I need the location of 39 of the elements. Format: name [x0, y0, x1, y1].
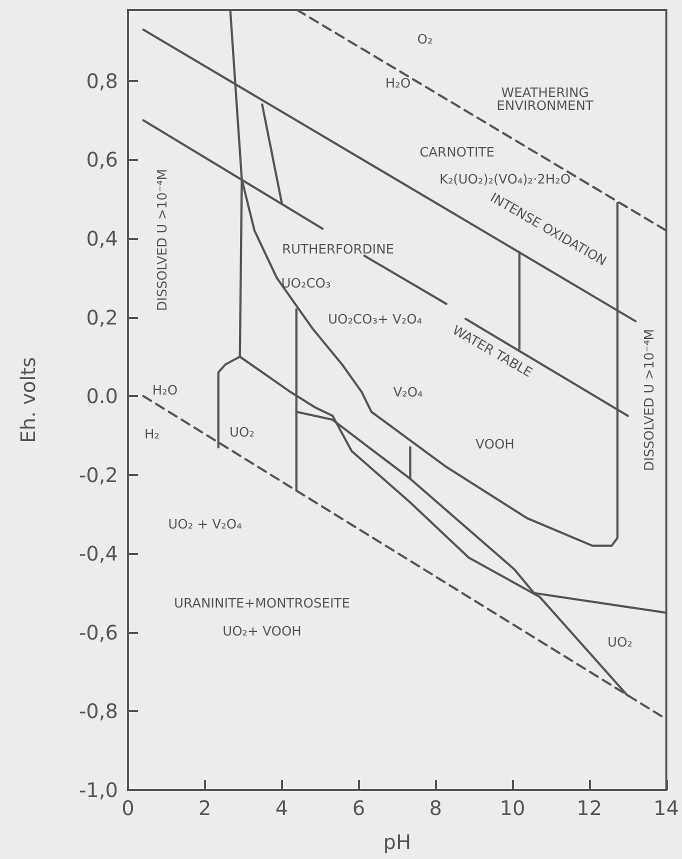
y-tick-label: -0,2 — [78, 462, 118, 487]
annotation: H₂O — [152, 384, 178, 398]
annotation: DISSOLVED U >10⁻⁴M — [642, 328, 658, 472]
annotation: UO₂CO₃+ V₂O₄ — [328, 312, 422, 328]
y-tick-label: 0,8 — [86, 68, 118, 93]
y-tick-label: -1,0 — [78, 778, 118, 802]
x-tick-label: 4 — [275, 796, 288, 820]
x-tick-label: 2 — [198, 796, 212, 820]
x-tick-label: 12 — [576, 796, 602, 820]
x-tick-label: 0 — [122, 796, 134, 820]
x-axis-title: pH — [383, 830, 412, 854]
annotation: UO₂ — [230, 426, 254, 440]
annotation: CARNOTITE — [420, 146, 494, 160]
annotation: UO₂ — [608, 636, 632, 650]
annotation: UO₂+ VOOH — [222, 624, 302, 640]
y-tick-label: -0,6 — [78, 620, 118, 644]
annotation: O₂ — [417, 32, 433, 48]
annotation: DISSOLVED U >10⁻⁴M — [156, 168, 170, 312]
x-tick-label: 8 — [429, 796, 442, 820]
x-tick-label: 6 — [352, 796, 366, 820]
annotation: UO₂CO₃ — [281, 276, 331, 292]
y-tick-label: 0,2 — [86, 305, 118, 330]
y-tick-label: -0,8 — [78, 699, 118, 724]
y-tick-label: 0.0 — [86, 384, 118, 408]
annotation: H₂ — [144, 428, 160, 442]
annotation: UO₂ + V₂O₄ — [168, 518, 242, 532]
annotation: URANINITE+MONTROSEITE — [174, 596, 350, 612]
y-tick-label: 0,4 — [86, 226, 118, 250]
y-tick-label: 0,6 — [86, 148, 118, 172]
annotation: WEATHERING ENVIRONMENT — [496, 86, 594, 114]
annotation: H₂O — [385, 76, 411, 92]
x-tick-label: 14 — [654, 796, 679, 820]
annotation: RUTHERFORDINE — [282, 242, 394, 258]
y-tick-label: -0,4 — [78, 542, 118, 566]
y-axis-title: Eh. volts — [16, 357, 40, 443]
annotation: VOOH — [476, 438, 514, 452]
annotation: K₂(UO₂)₂(VO₄)₂·2H₂O — [439, 172, 571, 188]
x-tick-label: 10 — [500, 796, 526, 820]
annotation: V₂O₄ — [393, 386, 423, 400]
